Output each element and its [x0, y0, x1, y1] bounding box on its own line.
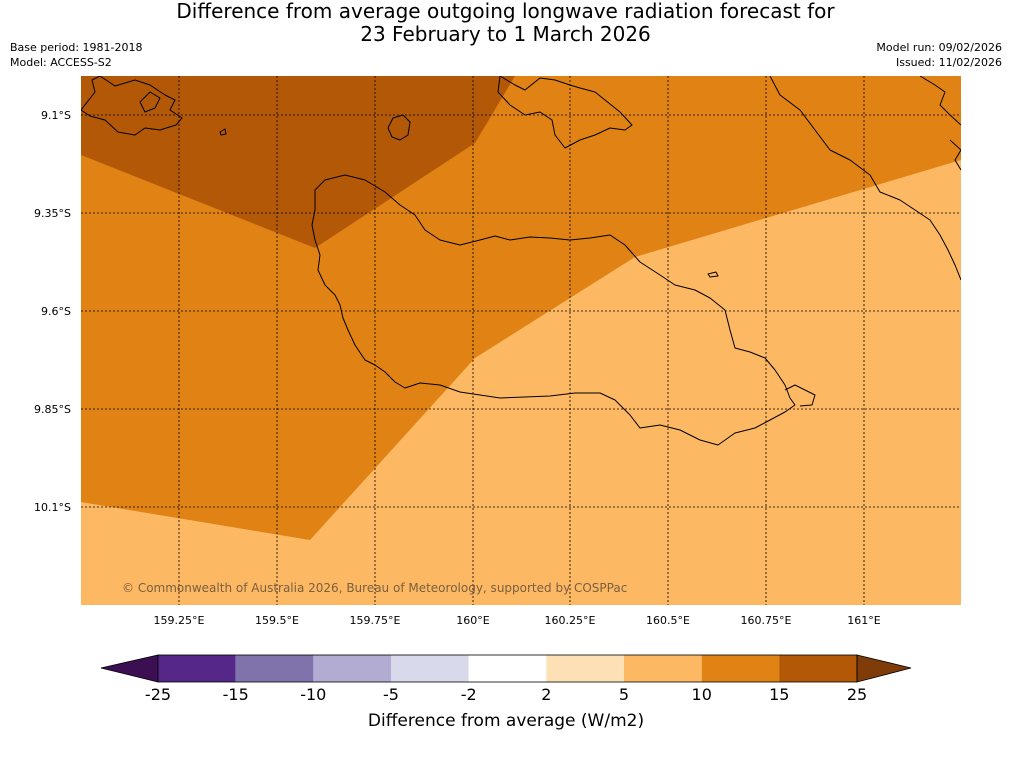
title-line-2: 23 February to 1 March 2026: [360, 22, 651, 46]
colorbar-tick-label: 10: [692, 685, 712, 704]
colorbar-tick-label: 15: [769, 685, 789, 704]
malaita-west-coastline: [497, 76, 633, 149]
chart-title: Difference from average outgoing longwav…: [0, 0, 1011, 46]
model-name: Model: ACCESS-S2: [10, 56, 112, 69]
colorbar-bin: [313, 655, 391, 682]
colorbar-extend-high: [856, 654, 912, 683]
small-islet-east: [707, 271, 719, 278]
lon-label: 159.75°E: [350, 614, 401, 627]
colorbar-ticks: -25 -15 -10 -5 -2 2 5 10 15 25: [145, 685, 867, 704]
colorbar-title: Difference from average (W/m2): [368, 711, 644, 731]
colorbar-tick-label: -25: [145, 685, 171, 704]
lon-label: 160.75°E: [741, 614, 792, 627]
lat-label: 10.1°S: [34, 501, 71, 514]
colorbar-bin: [235, 655, 314, 682]
colorbar-tick-label: 2: [541, 685, 551, 704]
model-run: Model run: 09/02/2026: [876, 41, 1002, 54]
title-line-1: Difference from average outgoing longwav…: [176, 0, 835, 23]
lon-label: 159.5°E: [255, 614, 299, 627]
colorbar-bin: [624, 655, 702, 682]
gela-island-coastline: [387, 114, 411, 141]
north-east-islands-coastline: [919, 76, 961, 171]
lon-label: 160.5°E: [646, 614, 690, 627]
coastlines: [81, 76, 961, 446]
meta-right: Model run: 09/02/2026 Issued: 11/02/2026: [876, 40, 1002, 70]
colorbar-bin: [546, 655, 624, 682]
map-area: © Commonwealth of Australia 2026, Bureau…: [81, 76, 961, 605]
colorbar-tick-label: 5: [619, 685, 629, 704]
colorbar: -25 -15 -10 -5 -2 2 5 10 15 25 Differenc…: [100, 654, 912, 731]
lat-label: 9.6°S: [41, 305, 71, 318]
marau-islets-coastline: [784, 384, 816, 407]
colorbar-extend-low: [100, 654, 159, 683]
lon-label: 159.25°E: [154, 614, 205, 627]
colorbar-tick-label: -2: [461, 685, 477, 704]
savo-island-coastline: [219, 128, 227, 136]
colorbar-tick-label: -5: [383, 685, 399, 704]
colorbar-tick-label: -15: [223, 685, 249, 704]
colorbar-tick-label: -10: [300, 685, 326, 704]
santa-isabel-coastline: [81, 76, 183, 136]
lat-label: 9.35°S: [34, 207, 71, 220]
colorbar-bin: [779, 655, 857, 682]
colorbar-tick-label: 25: [847, 685, 867, 704]
malaita-east-coastline: [769, 76, 961, 281]
base-period: Base period: 1981-2018: [10, 41, 143, 54]
colorbar-bin: [391, 655, 469, 682]
colorbar-bin: [468, 655, 547, 682]
lon-label: 160.25°E: [545, 614, 596, 627]
lat-labels: 9.1°S 9.35°S 9.6°S 9.85°S 10.1°S: [34, 109, 71, 514]
guadalcanal-coastline: [311, 174, 796, 446]
colorbar-outline: [157, 654, 858, 683]
lon-label: 160°E: [456, 614, 489, 627]
colorbar-bin: [701, 655, 780, 682]
issued-date: Issued: 11/02/2026: [895, 56, 1002, 69]
lat-label: 9.1°S: [41, 109, 71, 122]
meta-left: Base period: 1981-2018 Model: ACCESS-S2: [10, 40, 142, 70]
lon-label: 161°E: [847, 614, 880, 627]
copyright-notice: © Commonwealth of Australia 2026, Bureau…: [122, 581, 627, 595]
graticule: [81, 76, 961, 605]
lat-label: 9.85°S: [34, 403, 71, 416]
colorbar-bin: [158, 655, 236, 682]
lon-labels: 159.25°E 159.5°E 159.75°E 160°E 160.25°E…: [154, 614, 881, 627]
